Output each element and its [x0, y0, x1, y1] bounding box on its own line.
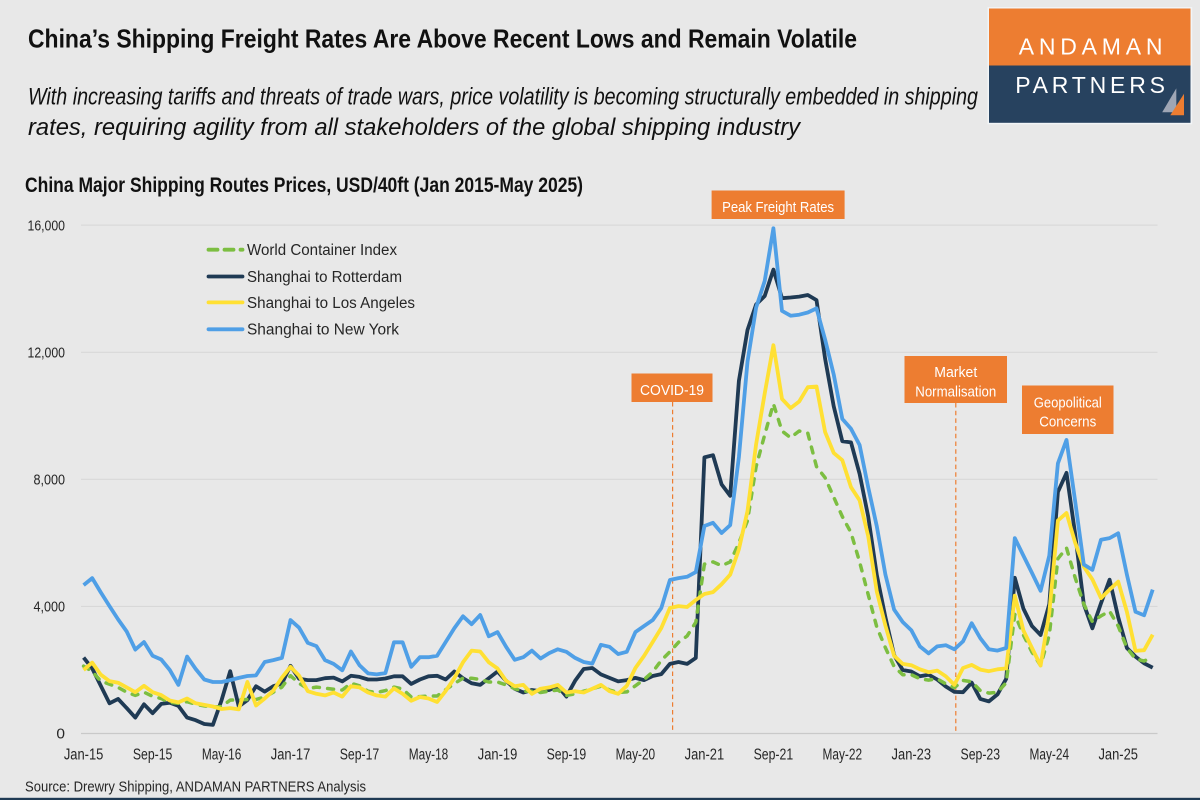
- svg-text:China’s Shipping Freight Rates: China’s Shipping Freight Rates Are Above…: [28, 24, 857, 54]
- svg-text:Sep-17: Sep-17: [340, 746, 380, 763]
- svg-text:Geopolitical: Geopolitical: [1034, 394, 1102, 411]
- svg-text:May-22: May-22: [823, 746, 863, 763]
- svg-text:May-18: May-18: [409, 746, 449, 763]
- svg-text:World Container Index: World Container Index: [247, 242, 397, 259]
- svg-text:12,000: 12,000: [28, 344, 66, 361]
- svg-text:ANDAMAN: ANDAMAN: [1019, 34, 1168, 60]
- svg-text:PARTNERS: PARTNERS: [1015, 72, 1169, 98]
- svg-text:Shanghai to Los Angeles: Shanghai to Los Angeles: [247, 295, 415, 312]
- svg-text:Concerns: Concerns: [1039, 414, 1096, 431]
- svg-text:Sep-19: Sep-19: [547, 746, 587, 763]
- svg-text:Jan-19: Jan-19: [478, 746, 518, 763]
- svg-text:Sep-23: Sep-23: [961, 746, 1001, 763]
- svg-text:With increasing tariffs and th: With increasing tariffs and threats of t…: [28, 84, 979, 111]
- svg-text:Jan-23: Jan-23: [892, 746, 932, 763]
- svg-text:China Major Shipping Routes Pr: China Major Shipping Routes Prices, USD/…: [25, 174, 583, 197]
- svg-text:COVID-19: COVID-19: [640, 382, 704, 399]
- svg-text:Jan-15: Jan-15: [64, 746, 104, 763]
- svg-text:rates, requiring agility from: rates, requiring agility from all stakeh…: [28, 114, 802, 141]
- svg-text:16,000: 16,000: [28, 217, 66, 234]
- svg-text:Shanghai to Rotterdam: Shanghai to Rotterdam: [247, 269, 402, 286]
- svg-text:Shanghai to New York: Shanghai to New York: [247, 322, 399, 339]
- svg-text:Source: Drewry Shipping, ANDAM: Source: Drewry Shipping, ANDAMAN PARTNER…: [25, 779, 366, 796]
- svg-text:4,000: 4,000: [34, 599, 66, 616]
- svg-text:Normalisation: Normalisation: [915, 383, 996, 400]
- svg-text:Sep-15: Sep-15: [133, 746, 173, 763]
- svg-text:0: 0: [56, 726, 65, 743]
- svg-text:Jan-21: Jan-21: [685, 746, 725, 763]
- svg-text:May-24: May-24: [1030, 746, 1070, 763]
- svg-text:May-20: May-20: [616, 746, 656, 763]
- svg-text:Market: Market: [934, 364, 978, 381]
- svg-text:Peak Freight Rates: Peak Freight Rates: [722, 199, 834, 216]
- svg-text:May-16: May-16: [202, 746, 242, 763]
- svg-text:Jan-25: Jan-25: [1098, 746, 1138, 763]
- svg-text:Sep-21: Sep-21: [754, 746, 794, 763]
- svg-text:8,000: 8,000: [34, 472, 66, 489]
- svg-text:Jan-17: Jan-17: [271, 746, 311, 763]
